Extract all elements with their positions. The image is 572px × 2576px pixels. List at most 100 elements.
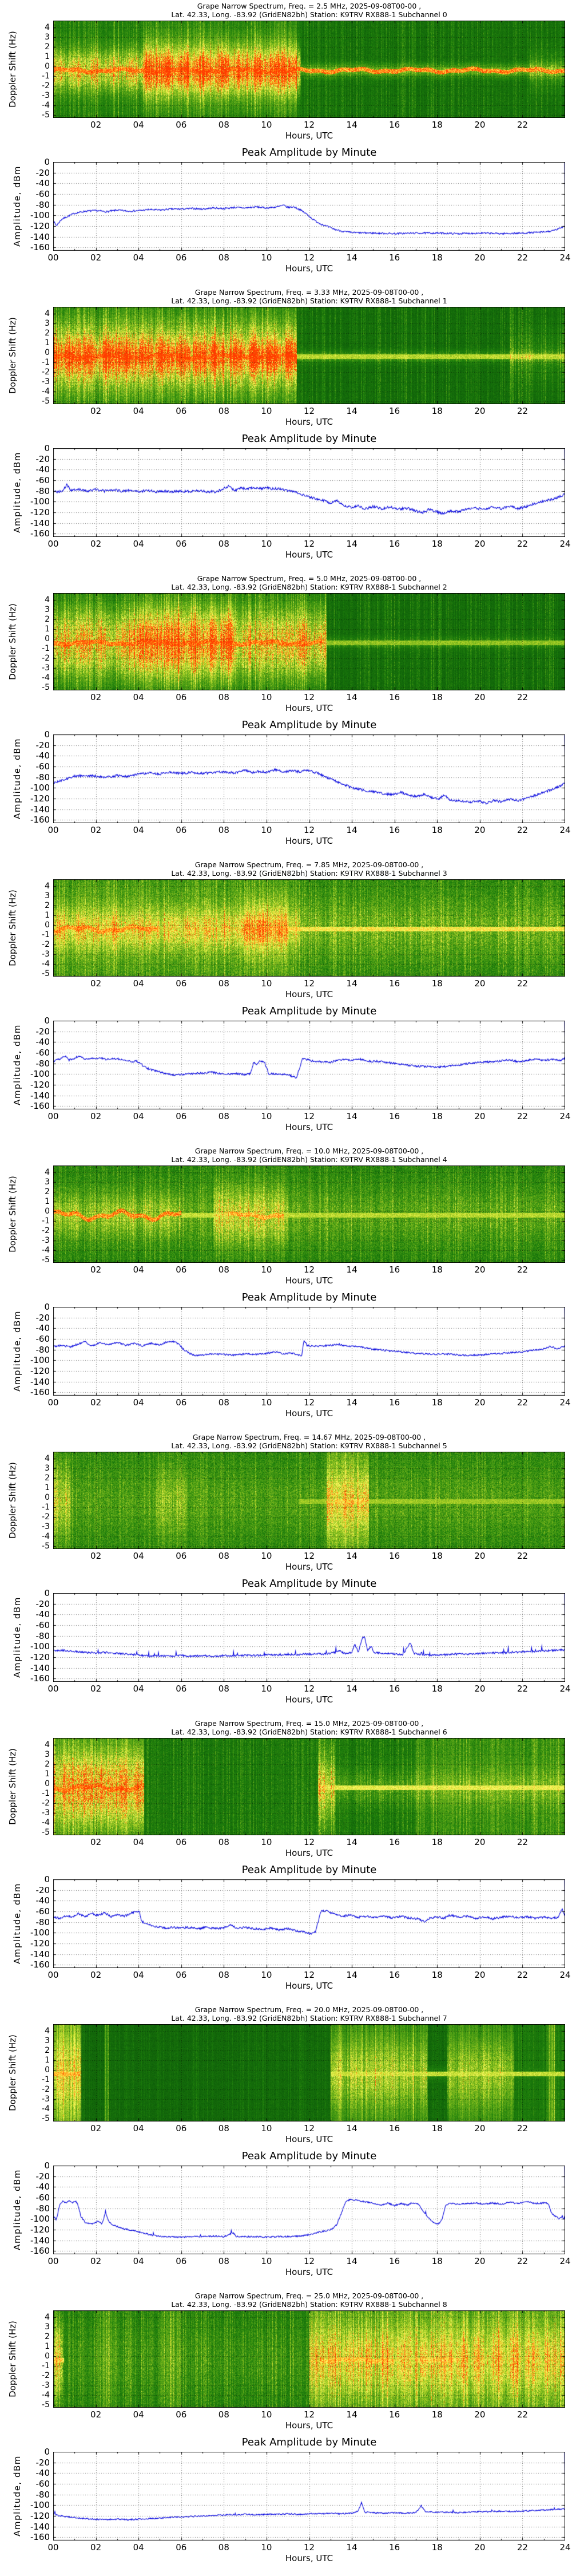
y-tick-label: -40 bbox=[35, 1895, 50, 1906]
spectrogram-title-line2: Lat. 42.33, Long. -83.92 (GridEN82bh) St… bbox=[171, 1441, 447, 1450]
x-tick-label: 12 bbox=[303, 1111, 315, 1121]
y-tick-label: -2 bbox=[42, 367, 50, 377]
doppler-shift-axis-label: Doppler Shift (Hz) bbox=[7, 603, 18, 680]
x-tick-label: 10 bbox=[261, 1837, 272, 1847]
y-tick-label: -80 bbox=[35, 199, 50, 210]
x-tick-label: 00 bbox=[47, 1111, 59, 1121]
x-tick-label: 06 bbox=[176, 1111, 187, 1121]
x-tick-label: 16 bbox=[389, 120, 400, 130]
x-tick-label: 14 bbox=[346, 1684, 357, 1694]
y-tick-label: -3 bbox=[42, 1808, 50, 1818]
y-tick-label: -140 bbox=[30, 2521, 50, 2532]
y-tick-label: -2 bbox=[42, 2370, 50, 2380]
x-tick-label: 22 bbox=[517, 1684, 528, 1694]
x-tick-label: 06 bbox=[176, 2256, 187, 2266]
x-tick-label: 10 bbox=[261, 252, 272, 263]
doppler-shift-axis-label: Doppler Shift (Hz) bbox=[7, 31, 18, 108]
amp-hours-axis-label: Hours, UTC bbox=[285, 1981, 333, 1991]
y-tick-label: 1 bbox=[45, 1196, 50, 1206]
y-tick-label: -4 bbox=[42, 2104, 50, 2113]
y-tick-label: 2 bbox=[45, 1473, 50, 1483]
y-tick-label: -3 bbox=[42, 1235, 50, 1245]
x-tick-label: 16 bbox=[389, 978, 400, 989]
x-tick-label: 04 bbox=[133, 825, 144, 835]
x-tick-label: 18 bbox=[431, 1684, 443, 1694]
y-tick-label: -4 bbox=[42, 673, 50, 682]
amplitude-canvas bbox=[53, 1879, 565, 1968]
y-tick-label: -1 bbox=[42, 930, 50, 939]
y-tick-label: 1 bbox=[45, 2055, 50, 2065]
x-tick-label: 04 bbox=[133, 1837, 144, 1847]
x-tick-label: 12 bbox=[303, 2123, 315, 2134]
y-tick-label: -120 bbox=[30, 221, 50, 232]
x-tick-label: 04 bbox=[133, 2123, 144, 2134]
y-tick-label: -100 bbox=[30, 210, 50, 221]
amp-ytick-labels: 0 -20 -40 -60 -80 -100 -120 -140 -160 bbox=[23, 1302, 51, 1397]
amp-hours-axis-label: Hours, UTC bbox=[285, 550, 333, 560]
y-tick-label: -20 bbox=[35, 1884, 50, 1895]
x-tick-label: 20 bbox=[474, 825, 486, 835]
x-tick-label: 10 bbox=[261, 1970, 272, 1980]
x-tick-label: 02 bbox=[90, 978, 102, 989]
x-tick-label: 08 bbox=[218, 406, 229, 416]
y-tick-label: -3 bbox=[42, 377, 50, 386]
y-tick-label: 1 bbox=[45, 910, 50, 920]
spectrogram-title-line2: Lat. 42.33, Long. -83.92 (GridEN82bh) St… bbox=[171, 1155, 447, 1164]
amplitude-canvas bbox=[53, 162, 565, 251]
x-tick-label: 18 bbox=[431, 406, 443, 416]
x-tick-label: 04 bbox=[133, 120, 144, 130]
channel-panel: Grape Narrow Spectrum, Freq. = 2.5 MHz, … bbox=[0, 0, 572, 286]
y-tick-label: 3 bbox=[45, 605, 50, 614]
x-tick-label: 02 bbox=[90, 2256, 102, 2266]
y-tick-label: -3 bbox=[42, 90, 50, 100]
amplitude-canvas bbox=[53, 1307, 565, 1396]
y-tick-label: 1 bbox=[45, 52, 50, 61]
x-tick-label: 00 bbox=[47, 252, 59, 263]
x-tick-label: 06 bbox=[176, 1684, 187, 1694]
y-tick-label: -20 bbox=[35, 1026, 50, 1037]
x-tick-label: 16 bbox=[389, 2409, 400, 2420]
x-tick-label: 12 bbox=[303, 978, 315, 989]
spec-hours-axis-label: Hours, UTC bbox=[285, 703, 333, 713]
x-tick-label: 20 bbox=[474, 2256, 486, 2266]
y-tick-label: -1 bbox=[42, 2075, 50, 2084]
amplitude-canvas bbox=[53, 1593, 565, 1682]
y-tick-label: -120 bbox=[30, 1652, 50, 1663]
x-tick-label: 24 bbox=[559, 539, 571, 549]
x-tick-label: 20 bbox=[474, 2542, 486, 2553]
x-tick-label: 18 bbox=[431, 1551, 443, 1561]
x-tick-label: 20 bbox=[474, 978, 486, 989]
spectrogram-title-line1: Grape Narrow Spectrum, Freq. = 10.0 MHz,… bbox=[194, 1147, 424, 1155]
spec-hours-axis-label: Hours, UTC bbox=[285, 1848, 333, 1858]
y-tick-label: -40 bbox=[35, 464, 50, 475]
x-tick-label: 22 bbox=[517, 692, 528, 702]
x-tick-label: 14 bbox=[346, 825, 357, 835]
y-tick-label: -160 bbox=[30, 1959, 50, 1970]
amplitude-canvas bbox=[53, 2166, 565, 2254]
x-tick-label: 16 bbox=[389, 539, 400, 549]
x-tick-label: 00 bbox=[47, 1684, 59, 1694]
y-tick-label: -2 bbox=[42, 939, 50, 949]
y-tick-label: 0 bbox=[44, 1874, 50, 1884]
spectrogram-canvas bbox=[53, 2310, 565, 2408]
x-tick-label: 02 bbox=[90, 1265, 102, 1275]
x-tick-label: 12 bbox=[303, 1397, 315, 1408]
x-tick-label: 20 bbox=[474, 1111, 486, 1121]
y-tick-label: -120 bbox=[30, 507, 50, 518]
x-tick-label: 02 bbox=[90, 1684, 102, 1694]
y-tick-label: 0 bbox=[45, 1206, 50, 1216]
y-tick-label: -60 bbox=[35, 475, 50, 486]
x-tick-label: 12 bbox=[303, 2409, 315, 2420]
spec-hours-axis-label: Hours, UTC bbox=[285, 131, 333, 141]
spectrogram-title-line2: Lat. 42.33, Long. -83.92 (GridEN82bh) St… bbox=[171, 869, 447, 878]
x-tick-label: 18 bbox=[431, 1397, 443, 1408]
spec-xtick-labels: 02 04 06 08 10 12 14 16 18 20 22 bbox=[53, 1265, 565, 1275]
amp-hours-axis-label: Hours, UTC bbox=[285, 2553, 333, 2563]
x-tick-label: 04 bbox=[133, 539, 144, 549]
y-tick-label: -5 bbox=[42, 1255, 50, 1265]
x-tick-label: 14 bbox=[346, 1551, 357, 1561]
x-tick-label: 14 bbox=[346, 406, 357, 416]
y-tick-label: -3 bbox=[42, 949, 50, 959]
spec-hours-axis-label: Hours, UTC bbox=[285, 1562, 333, 1572]
y-tick-label: 4 bbox=[45, 2026, 50, 2036]
